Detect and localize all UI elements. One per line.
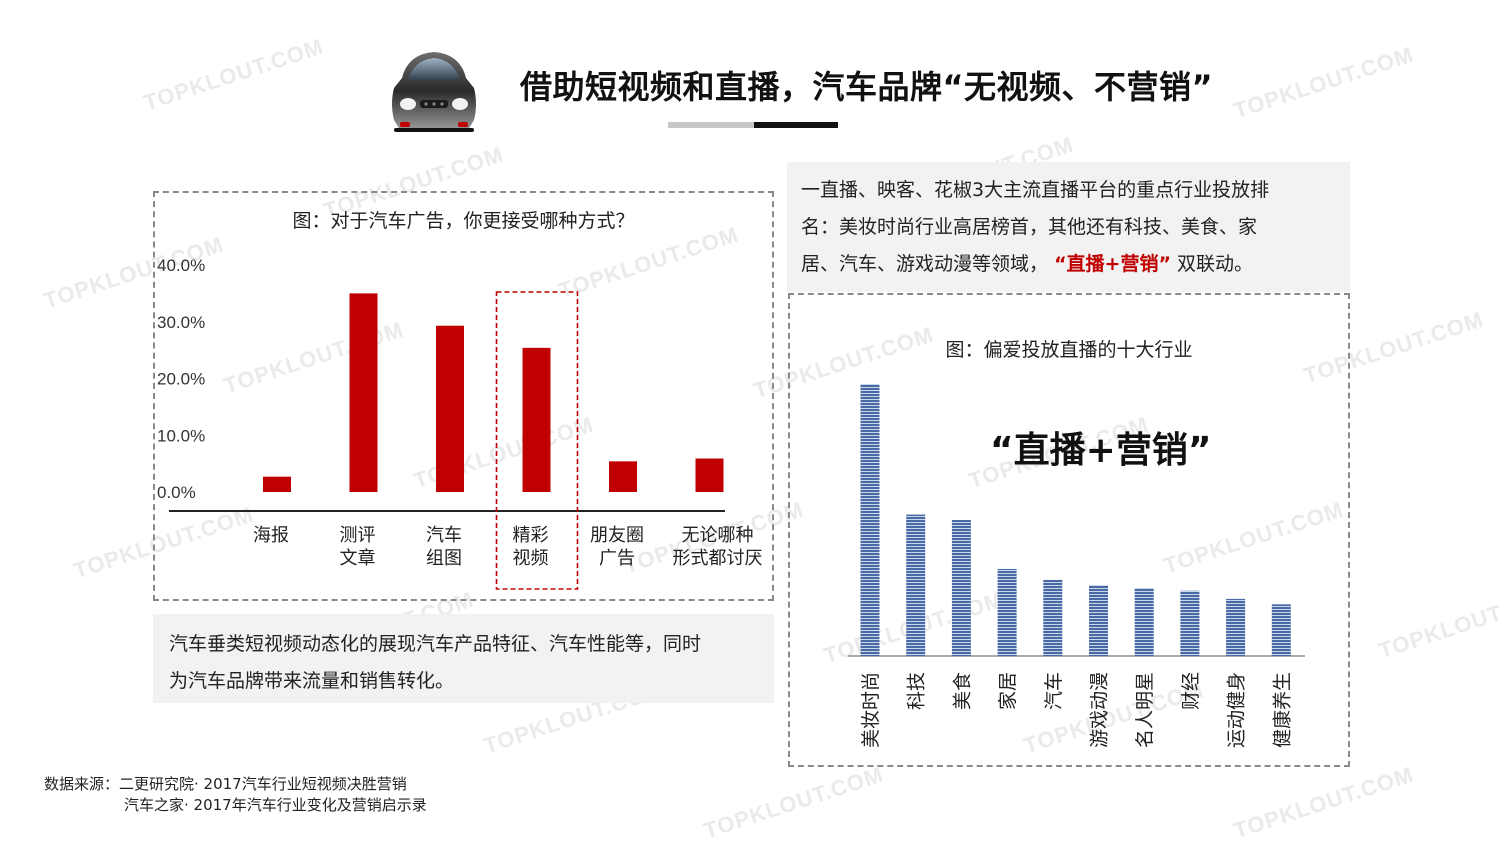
x-tick-label: 科技: [906, 672, 928, 710]
bar: [1089, 585, 1108, 656]
data-source: 数据来源：二更研究院· 2017汽车行业短视频决胜营销 汽车之家· 2017年汽…: [44, 774, 427, 816]
x-tick-label: 汽车: [426, 525, 462, 546]
watermark: TOPKLOUT.COM: [1375, 581, 1500, 664]
bar: [349, 293, 378, 492]
right-note-line-1: 一直播、映客、花椒3大主流直播平台的重点行业投放排: [801, 179, 1270, 201]
bar: [1226, 598, 1246, 656]
bar: [695, 458, 724, 492]
x-tick-label: 视频: [513, 548, 549, 569]
x-tick-label: 测评: [340, 525, 376, 546]
bar: [860, 384, 880, 656]
bar: [951, 520, 971, 656]
car-icon: [392, 52, 476, 132]
x-tick-label: 美妆时尚: [860, 672, 882, 748]
x-tick-label: 财经: [1180, 672, 1202, 710]
x-tick-label: 健康养生: [1271, 672, 1293, 748]
x-tick-label: 汽车: [1043, 672, 1065, 710]
right-note: 一直播、映客、花椒3大主流直播平台的重点行业投放排 名：美妆时尚行业高居榜首，其…: [787, 162, 1350, 292]
x-tick-label: 运动健身: [1226, 672, 1248, 748]
left-chart-panel: 图：对于汽车广告，你更接受哪种方式？ 0.0% 10.0% 20.0% 30.0% 40…: [153, 191, 774, 601]
right-chart-callout: “直播+营销”: [990, 430, 1212, 471]
source-line-1: 数据来源：二更研究院· 2017汽车行业短视频决胜营销: [44, 775, 407, 793]
x-tick-label: 无论哪种: [682, 525, 754, 546]
bar: [1134, 588, 1154, 656]
bar: [1271, 604, 1291, 656]
x-tick-label: 海报: [253, 525, 289, 546]
x-tick-label: 美食: [951, 672, 973, 710]
bar: [609, 461, 637, 492]
right-bar-chart: 美妆时尚 科技 美食 家居 汽车 游戏动漫 名人明星 财经 运动健身 健康养生: [848, 384, 1305, 748]
bar: [906, 514, 926, 656]
page-title: 借助短视频和直播，汽车品牌“无视频、不营销”: [520, 68, 1214, 106]
source-line-2: 汽车之家· 2017年汽车行业变化及营销启示录: [124, 796, 427, 814]
y-tick-label: 0.0%: [157, 483, 196, 502]
x-tick-label: 游戏动漫: [1089, 672, 1111, 748]
right-note-line-3-post: 双联动。: [1177, 253, 1254, 275]
watermark: TOPKLOUT.COM: [140, 33, 327, 116]
bar: [1180, 590, 1200, 656]
bar: [1043, 579, 1063, 656]
left-note-line-2: 为汽车品牌带来流量和销售转化。: [169, 670, 455, 692]
y-tick-label: 30.0%: [157, 313, 205, 332]
left-chart-title: 图：对于汽车广告，你更接受哪种方式？: [292, 210, 635, 232]
watermark: TOPKLOUT.COM: [1230, 41, 1417, 124]
x-tick-label: 形式都讨厌: [673, 548, 763, 569]
x-tick-label: 朋友圈: [590, 525, 644, 546]
x-tick-label: 家居: [997, 672, 1019, 710]
bar: [436, 325, 464, 492]
y-tick-label: 10.0%: [157, 426, 205, 445]
bar: [997, 568, 1017, 656]
left-note: 汽车垂类短视频动态化的展现汽车产品特征、汽车性能等，同时 为汽车品牌带来流量和销…: [153, 614, 774, 703]
watermark: TOPKLOUT.COM: [700, 761, 887, 844]
x-tick-label: 文章: [340, 548, 376, 569]
right-note-line-3-pre: 居、汽车、游戏动漫等领域，: [801, 253, 1049, 275]
right-note-highlight: “直播+营销”: [1054, 253, 1171, 275]
right-chart-title: 图：偏爱投放直播的十大行业: [945, 339, 1193, 361]
bar: [263, 476, 291, 492]
highlight-box: [495, 291, 579, 590]
x-tick-label: 组图: [426, 548, 462, 569]
title-underline: [668, 122, 838, 128]
y-tick-label: 40.0%: [157, 256, 205, 275]
x-tick-label: 名人明星: [1134, 672, 1156, 748]
x-tick-label: 精彩: [513, 525, 549, 546]
right-chart-panel: 图：偏爱投放直播的十大行业 “直播+营销” 美妆时尚 科技 美食 家居 汽车 游戏动漫 名人…: [788, 293, 1350, 767]
x-tick-label: 广告: [599, 548, 635, 569]
left-note-line-1: 汽车垂类短视频动态化的展现汽车产品特征、汽车性能等，同时: [169, 633, 702, 655]
watermark: TOPKLOUT.COM: [1230, 761, 1417, 844]
bar: [522, 347, 551, 492]
right-note-line-2: 名：美妆时尚行业高居榜首，其他还有科技、美食、家: [801, 216, 1258, 238]
y-tick-label: 20.0%: [157, 370, 205, 389]
right-note-line-3: 居、汽车、游戏动漫等领域， “直播+营销” 双联动。: [801, 246, 1336, 283]
